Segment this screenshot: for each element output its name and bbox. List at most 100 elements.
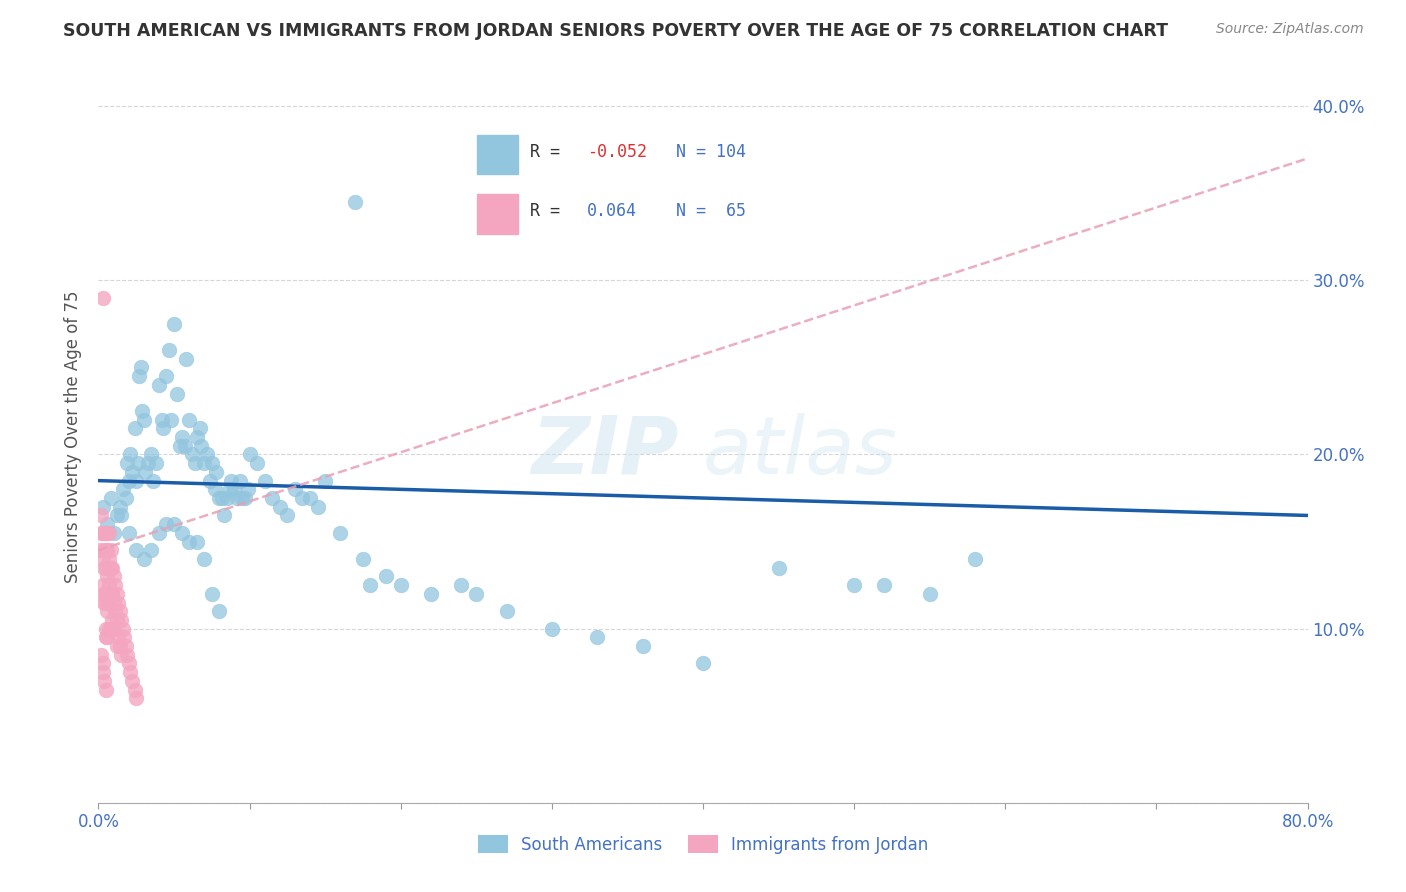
Point [103,622,125,636]
Point [142,474,165,488]
Point [495,604,517,618]
Point [692,657,714,671]
Point [110,613,132,627]
Point [115,456,138,470]
Point [179,412,201,426]
Point [91,525,114,540]
Point [91,500,114,514]
Point [94,631,117,645]
Point [91,657,114,671]
Point [98,622,121,636]
Point [873,578,896,592]
Point [94,682,117,697]
Point [201,587,224,601]
Point [98,525,121,540]
Point [141,543,163,558]
Point [631,639,654,653]
Point [91,291,114,305]
Point [163,317,186,331]
Point [169,439,191,453]
Legend: South Americans, Immigrants from Jordan: South Americans, Immigrants from Jordan [471,829,935,860]
Point [208,604,231,618]
Point [141,448,163,462]
Point [118,525,141,540]
Point [253,474,276,488]
Point [94,587,117,601]
Point [844,578,866,592]
Point [129,360,152,375]
Point [262,491,284,505]
Point [145,456,167,470]
Point [211,491,233,505]
Point [160,412,183,426]
Point [360,578,382,592]
Point [179,534,201,549]
Point [269,500,291,514]
Point [96,587,118,601]
Point [352,552,374,566]
Point [98,595,121,609]
Point [101,587,124,601]
Point [108,500,131,514]
Point [91,552,114,566]
Point [93,543,115,558]
Point [98,552,121,566]
Point [132,552,155,566]
Point [374,569,396,583]
Point [91,665,114,680]
Point [94,543,117,558]
Point [204,483,226,497]
Point [307,500,329,514]
Point [155,369,177,384]
Point [125,543,148,558]
Point [107,595,129,609]
Point [111,483,134,497]
Point [104,578,127,592]
Point [193,552,215,566]
Point [100,587,122,601]
Point [112,631,135,645]
Point [181,448,204,462]
Point [103,525,125,540]
Point [186,534,208,549]
Point [450,578,472,592]
Point [170,430,193,444]
Point [184,456,207,470]
Point [159,343,181,357]
Point [586,631,609,645]
Point [121,465,143,479]
Point [89,543,111,558]
Point [188,421,211,435]
Point [96,517,118,532]
Point [94,595,117,609]
Point [174,351,197,366]
Point [107,631,129,645]
Point [94,622,117,636]
Text: ZIP: ZIP [531,413,679,491]
Point [132,412,155,426]
Point [291,491,314,505]
Point [96,569,118,583]
Point [201,456,224,470]
Point [90,648,112,662]
Point [114,639,136,653]
Point [101,560,124,574]
Point [224,483,246,497]
Point [229,474,252,488]
Point [148,377,170,392]
Point [114,491,136,505]
Point [193,456,215,470]
Text: Source: ZipAtlas.com: Source: ZipAtlas.com [1216,22,1364,37]
Point [195,448,218,462]
Point [108,639,131,653]
Y-axis label: Seniors Poverty Over the Age of 75: Seniors Poverty Over the Age of 75 [65,291,83,583]
Point [96,631,118,645]
Point [125,474,148,488]
Point [110,648,132,662]
Point [136,456,159,470]
Point [91,578,114,592]
Point [96,543,118,558]
Point [111,622,134,636]
Point [105,639,128,653]
Point [105,613,128,627]
